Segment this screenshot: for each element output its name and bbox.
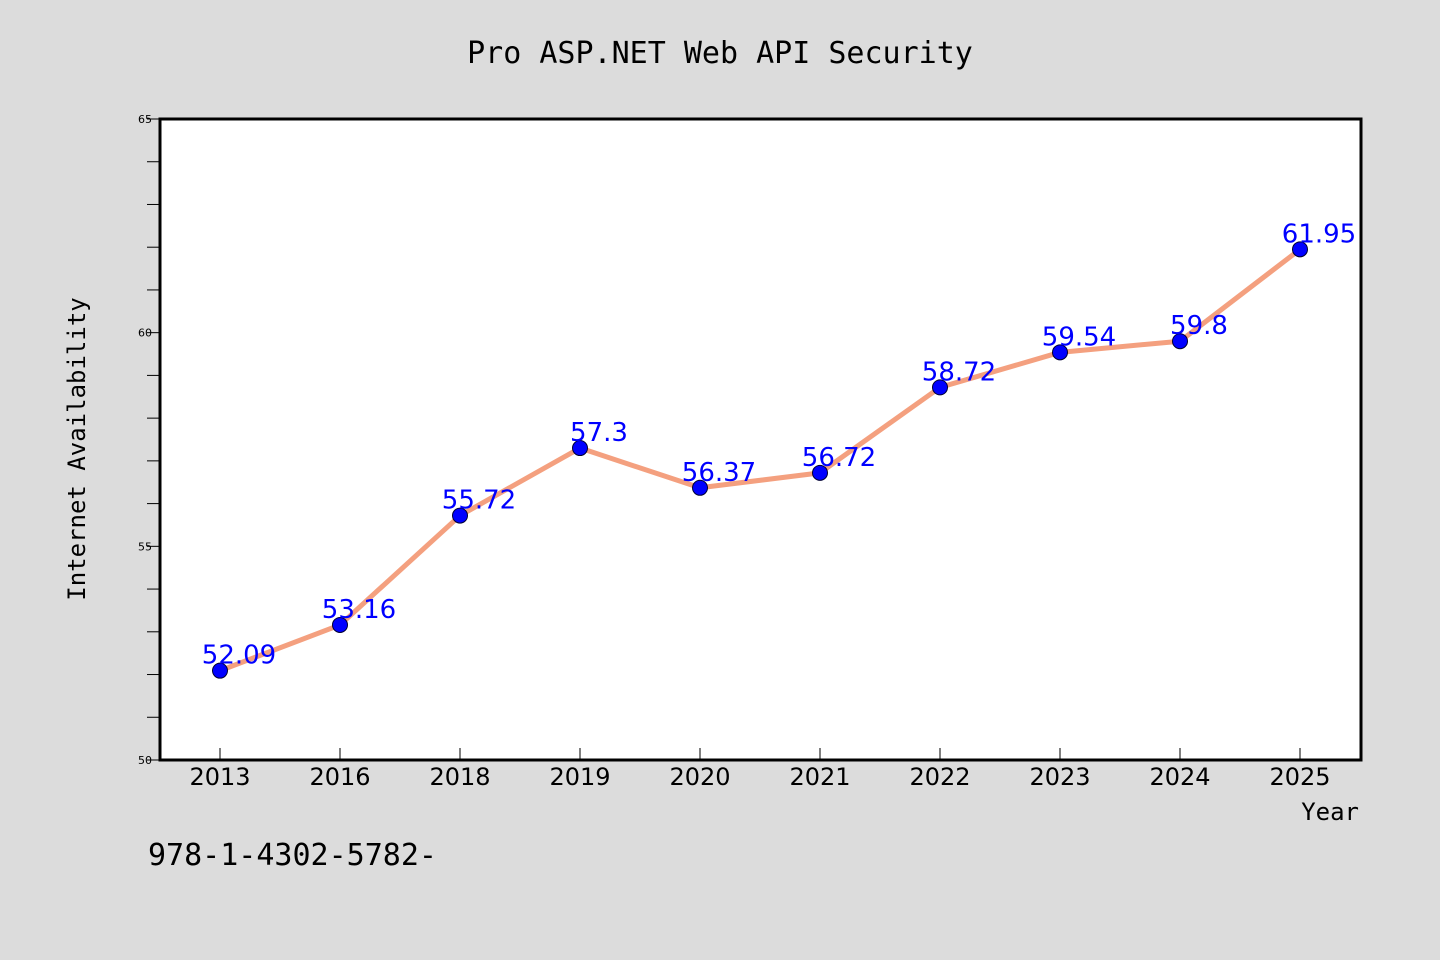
series-line: [217, 246, 1303, 674]
y-tick-label: 55: [138, 540, 152, 553]
x-tick-label: 2016: [309, 763, 370, 791]
x-tick-label: 2013: [189, 763, 250, 791]
data-label: 53.16: [322, 595, 396, 625]
data-point: [812, 464, 828, 481]
x-tick-label: 2021: [789, 763, 850, 791]
data-point: [452, 507, 468, 524]
y-tick-label: 60: [138, 327, 152, 340]
data-label: 61.95: [1282, 219, 1356, 249]
data-labels: 52.09 53.16 55.72 57.3 56.37 56.72 58.72 59.54 5…: [202, 219, 1356, 670]
data-label: 56.72: [802, 443, 876, 473]
plot-area: [158, 117, 1363, 762]
x-axis-label: Year: [1301, 798, 1359, 826]
data-point: [1172, 333, 1188, 350]
x-axis-ticks: 2013 2016 2018 2019 2020 2021 2022 2023 2024 2025: [189, 748, 1331, 791]
data-point: [1292, 241, 1308, 258]
y-axis-ticks: 50 55 60 65: [138, 113, 160, 767]
y-axis-label: Internet Availability: [63, 297, 91, 600]
data-label: 52.09: [202, 641, 276, 671]
data-point: [692, 479, 708, 496]
data-point: [332, 616, 348, 633]
y-tick-label: 50: [138, 754, 152, 767]
x-tick-label: 2024: [1149, 763, 1210, 791]
y-tick-label: 65: [138, 113, 152, 126]
series-group: [212, 241, 1308, 679]
x-tick-label: 2022: [909, 763, 970, 791]
data-label: 59.54: [1042, 322, 1116, 352]
data-label: 56.37: [682, 458, 756, 488]
data-label: 58.72: [922, 357, 996, 387]
data-point: [212, 662, 228, 679]
data-point: [1052, 344, 1068, 361]
x-tick-label: 2023: [1029, 763, 1090, 791]
data-point: [932, 379, 948, 396]
x-tick-label: 2018: [429, 763, 490, 791]
chart-title: Pro ASP.NET Web API Security: [467, 36, 973, 71]
x-tick-label: 2020: [669, 763, 730, 791]
footer-isbn: 978-1-4302-5782-: [148, 838, 437, 873]
data-point: [572, 440, 588, 457]
data-label: 55.72: [442, 486, 516, 516]
x-tick-label: 2025: [1269, 763, 1330, 791]
x-tick-label: 2019: [549, 763, 610, 791]
data-label: 59.8: [1170, 311, 1228, 341]
data-label: 57.3: [570, 418, 628, 448]
